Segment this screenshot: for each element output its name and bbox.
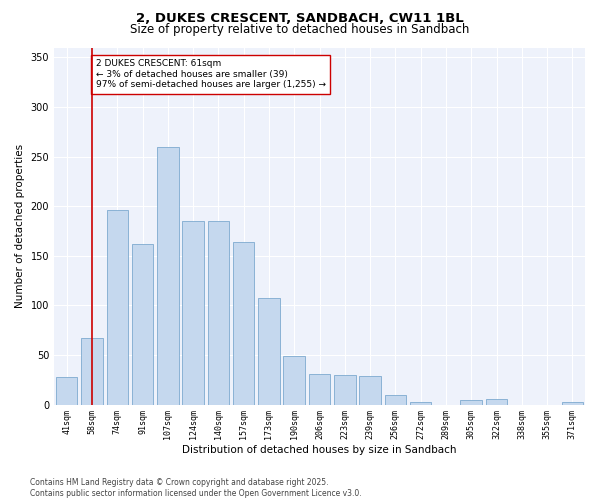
Bar (81, 338, 103, 404)
Bar (157, 146, 179, 404)
Bar (385, 394, 406, 404)
X-axis label: Distribution of detached houses by size in Sandbach: Distribution of detached houses by size … (182, 445, 457, 455)
Bar (132, 244, 153, 404)
Bar (283, 356, 305, 405)
Bar (258, 298, 280, 405)
Bar (56, 377, 77, 404)
Bar (107, 210, 128, 404)
Y-axis label: Number of detached properties: Number of detached properties (15, 144, 25, 308)
Bar (460, 400, 482, 404)
Text: 2, DUKES CRESCENT, SANDBACH, CW11 1BL: 2, DUKES CRESCENT, SANDBACH, CW11 1BL (136, 12, 464, 26)
Bar (359, 376, 381, 404)
Bar (182, 221, 204, 404)
Bar (208, 221, 229, 404)
Bar (410, 402, 431, 404)
Bar (486, 398, 507, 404)
Bar (309, 374, 330, 404)
Text: Size of property relative to detached houses in Sandbach: Size of property relative to detached ho… (130, 22, 470, 36)
Bar (334, 375, 356, 404)
Bar (562, 402, 583, 404)
Bar (233, 242, 254, 404)
Text: Contains HM Land Registry data © Crown copyright and database right 2025.
Contai: Contains HM Land Registry data © Crown c… (30, 478, 362, 498)
Text: 2 DUKES CRESCENT: 61sqm
← 3% of detached houses are smaller (39)
97% of semi-det: 2 DUKES CRESCENT: 61sqm ← 3% of detached… (96, 60, 326, 89)
